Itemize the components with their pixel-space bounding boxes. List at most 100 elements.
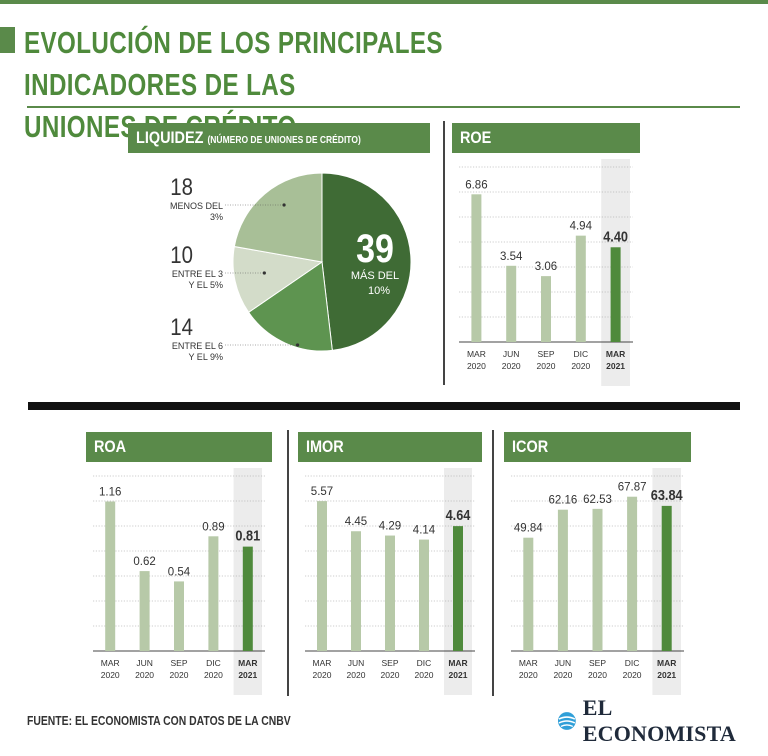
data-label: 4.64 — [446, 506, 471, 523]
x-tick-label: MAR — [606, 349, 625, 359]
data-label: 4.29 — [379, 521, 401, 533]
x-tick-label: MAR — [101, 658, 120, 668]
x-tick-label: JUN — [555, 658, 572, 668]
data-label: 3.06 — [535, 261, 557, 273]
x-tick-label: DIC — [625, 658, 640, 668]
x-tick-label: DIC — [417, 658, 432, 668]
pie-label: ENTRE EL 3 — [172, 269, 223, 279]
leader-dot — [295, 343, 300, 347]
bar — [627, 496, 638, 651]
x-tick-label: SEP — [170, 658, 187, 668]
globe-icon — [557, 712, 576, 730]
bar — [523, 537, 534, 651]
roa-panel: ROA 1.16 MAR 2020 0.62 JUN 2020 0.54 SEP 2020 0.8… — [86, 432, 272, 697]
section-divider — [28, 402, 740, 410]
x-tick-year: 2020 — [502, 361, 521, 371]
roa-bar-chart: 1.16 MAR 2020 0.62 JUN 2020 0.54 SEP 2020 0.89 DIC… — [93, 468, 265, 695]
bar — [506, 265, 517, 342]
data-label: 6.86 — [465, 179, 487, 191]
roe-bar-chart: 6.86 MAR 2020 3.54 JUN 2020 3.06 SEP 2020 4.94 DIC… — [459, 159, 633, 386]
data-label: 4.14 — [413, 525, 436, 537]
pie-slice — [321, 172, 412, 351]
x-tick-year: 2020 — [415, 670, 434, 680]
icor-header: ICOR — [504, 432, 691, 462]
x-tick-year: 2020 — [135, 670, 154, 680]
top-rule — [0, 0, 768, 4]
title-line-1: EVOLUCIÓN DE LOS PRINCIPALES INDICADORES… — [24, 25, 443, 102]
imor-header: IMOR — [298, 432, 482, 462]
x-tick-year: 2020 — [588, 670, 607, 680]
x-tick-label: SEP — [589, 658, 606, 668]
bar — [351, 531, 361, 651]
data-label: 4.40 — [603, 227, 628, 244]
liquidez-title: LIQUIDEZ — [136, 128, 204, 147]
x-tick-year: 2020 — [467, 361, 486, 371]
liquidez-subtitle: (NÚMERO DE UNIONES DE CRÉDITO) — [207, 135, 361, 146]
x-tick-year: 2020 — [537, 361, 556, 371]
bar — [208, 536, 219, 651]
icor-panel: ICOR 49.84 MAR 2020 62.16 JUN 2020 62.53 SEP 202… — [504, 432, 691, 697]
pie-label: MENOS DEL — [170, 201, 223, 211]
x-tick-label: MAR — [467, 349, 486, 359]
pie-value: 18 — [170, 173, 193, 200]
logo: EL ECONOMISTA — [557, 695, 768, 746]
bar — [557, 509, 568, 651]
pie-slice — [232, 245, 324, 314]
vertical-separator — [287, 430, 289, 696]
title-rule — [27, 106, 740, 108]
data-label: 1.16 — [99, 487, 121, 499]
data-label: 67.87 — [618, 482, 647, 494]
x-tick-year: 2021 — [606, 361, 625, 371]
bar — [174, 581, 184, 651]
x-tick-label: MAR — [238, 658, 257, 668]
data-label: 49.84 — [514, 523, 543, 535]
x-tick-year: 2020 — [347, 670, 366, 680]
vertical-separator — [492, 430, 494, 696]
x-tick-label: SEP — [537, 349, 554, 359]
roe-title: ROE — [460, 128, 492, 147]
bar — [317, 501, 327, 651]
pie-slice — [247, 261, 333, 352]
x-tick-year: 2020 — [623, 670, 642, 680]
pie-label: Y EL 5% — [188, 280, 223, 290]
roe-header: ROE — [452, 123, 640, 153]
x-tick-year: 2020 — [101, 670, 120, 680]
data-label: 4.94 — [570, 221, 593, 233]
x-tick-year: 2020 — [553, 670, 572, 680]
data-label: 3.54 — [500, 251, 523, 263]
x-tick-year: 2020 — [519, 670, 538, 680]
bar — [139, 571, 150, 651]
bar — [105, 501, 116, 651]
roe-panel: ROE 6.86 MAR 2020 3.54 JUN 2020 3.06 SEP 2020 4.9… — [452, 123, 640, 388]
data-label: 5.57 — [311, 486, 333, 498]
data-label: 0.81 — [235, 527, 260, 544]
x-tick-label: SEP — [381, 658, 398, 668]
bar — [453, 526, 463, 651]
pie-label: MÁS DEL — [351, 269, 399, 282]
liquidez-header: LIQUIDEZ (NÚMERO DE UNIONES DE CRÉDITO) — [128, 123, 430, 153]
bar — [575, 235, 586, 342]
data-label: 62.16 — [549, 495, 578, 507]
pie-label: Y EL 9% — [188, 352, 223, 362]
x-tick-label: DIC — [573, 349, 588, 359]
pie-label: 3% — [210, 212, 223, 222]
title-marker — [0, 27, 15, 53]
bar — [385, 535, 395, 651]
liquidez-panel: LIQUIDEZ (NÚMERO DE UNIONES DE CRÉDITO) … — [128, 123, 430, 373]
x-tick-year: 2020 — [381, 670, 400, 680]
leader-dot — [262, 271, 266, 275]
imor-panel: IMOR 5.57 MAR 2020 4.45 JUN 2020 4.29 SEP 2020 4.… — [298, 432, 482, 697]
data-label: 4.45 — [345, 516, 367, 528]
roa-header: ROA — [86, 432, 272, 462]
roa-title: ROA — [94, 437, 127, 456]
x-tick-year: 2020 — [571, 361, 590, 371]
data-label: 0.62 — [133, 556, 155, 568]
bar — [419, 539, 429, 651]
bar — [242, 546, 253, 651]
x-tick-year: 2020 — [170, 670, 189, 680]
bar — [541, 276, 551, 342]
logo-text: EL ECONOMISTA — [582, 695, 736, 746]
source-note: FUENTE: EL ECONOMISTA CON DATOS DE LA CN… — [27, 713, 291, 728]
data-label: 0.89 — [202, 521, 224, 533]
